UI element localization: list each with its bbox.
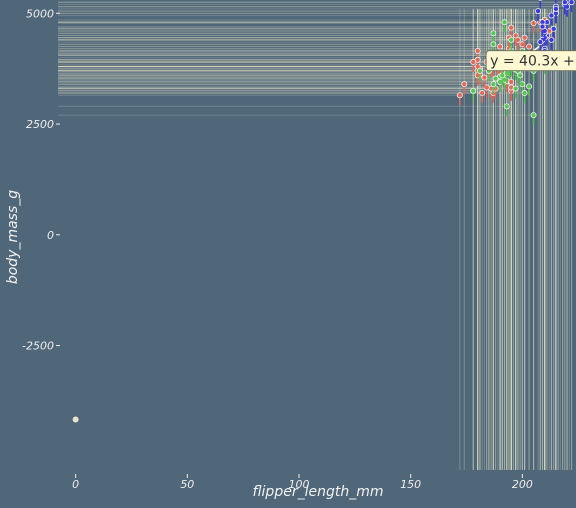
y-axis-label: body_mass_g [5, 190, 21, 284]
data-point [477, 68, 482, 73]
x-tick-label: 0 [72, 478, 79, 491]
data-point [569, 0, 574, 5]
data-point [509, 79, 514, 84]
data-point [531, 113, 536, 118]
data-point [549, 13, 554, 18]
x-tick-label: 150 [400, 478, 421, 491]
data-point [480, 90, 485, 95]
data-point [538, 39, 543, 44]
data-point [513, 86, 518, 91]
data-point [522, 35, 527, 40]
y-tick-label: 5000 [26, 7, 54, 20]
data-point [522, 90, 527, 95]
data-point [482, 75, 487, 80]
data-point [491, 42, 496, 47]
x-tick-label: 50 [180, 478, 194, 491]
data-point [562, 0, 567, 5]
data-point [475, 48, 480, 53]
data-point [471, 88, 476, 93]
data-point [462, 82, 467, 87]
data-point [518, 73, 523, 78]
data-point [526, 84, 531, 89]
data-point [526, 44, 531, 49]
annotation-text: y = 40.3x + -4110 [490, 54, 576, 70]
data-point [535, 8, 540, 13]
x-tick-label: 200 [512, 478, 533, 491]
outlier-point [73, 417, 79, 423]
data-point [475, 57, 480, 62]
x-axis-label: flipper_length_mm [253, 484, 384, 500]
data-point [491, 82, 496, 87]
y-tick-label: 0 [47, 229, 54, 242]
data-point [457, 93, 462, 98]
data-point [509, 37, 514, 42]
data-point [553, 6, 558, 11]
annotation: y = 40.3x + -4110 [486, 51, 576, 71]
data-point [502, 20, 507, 25]
y-tick-label: 2500 [26, 118, 54, 131]
data-point [549, 37, 554, 42]
data-point [509, 25, 514, 30]
data-point [491, 31, 496, 36]
data-point [531, 21, 536, 26]
data-point [497, 44, 502, 49]
data-point [540, 24, 545, 29]
data-point [504, 104, 509, 109]
y-tick-label: -2500 [22, 340, 54, 353]
data-point [513, 33, 518, 38]
data-point [551, 26, 556, 31]
